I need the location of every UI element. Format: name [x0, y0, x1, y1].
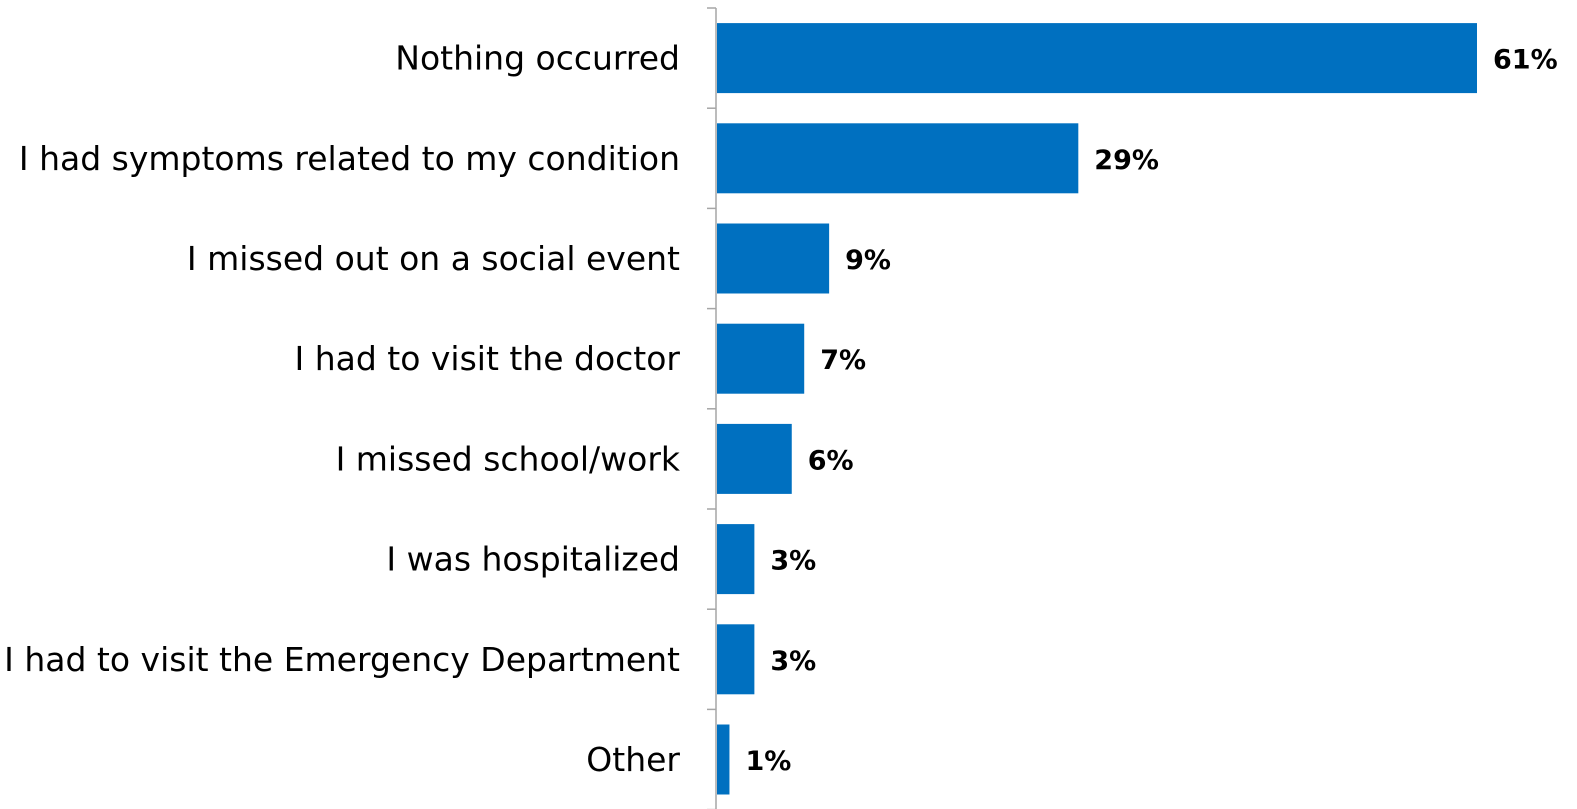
- category-label: I was hospitalized: [386, 540, 680, 579]
- bar: [717, 524, 755, 595]
- value-label: 3%: [770, 546, 816, 577]
- value-label: 6%: [808, 445, 854, 476]
- bar: [717, 23, 1477, 94]
- value-labels: 61% 29% 9% 7% 6% 3% 3% 1%: [745, 45, 1557, 777]
- category-labels: Nothing occurred I had symptoms related t…: [4, 39, 681, 779]
- value-label: 61%: [1493, 45, 1558, 76]
- value-label: 9%: [845, 245, 891, 276]
- category-label: I missed school/work: [336, 439, 681, 478]
- category-label: I had to visit the Emergency Department: [4, 640, 680, 679]
- category-axis: [707, 7, 717, 809]
- category-label: I had to visit the doctor: [294, 339, 680, 378]
- bar: [717, 724, 730, 795]
- bar: [717, 624, 755, 695]
- bar: [717, 123, 1079, 194]
- value-label: 3%: [770, 646, 816, 677]
- value-label: 29%: [1094, 145, 1159, 176]
- bar: [717, 323, 805, 394]
- bars: [717, 23, 1477, 795]
- bar: [717, 223, 830, 294]
- category-label: I missed out on a social event: [187, 239, 680, 278]
- category-label: I had symptoms related to my condition: [19, 139, 680, 178]
- value-label: 7%: [820, 345, 866, 376]
- value-label: 1%: [745, 746, 791, 777]
- category-label: Other: [586, 740, 680, 779]
- category-label: Nothing occurred: [395, 39, 680, 78]
- bar: [717, 423, 792, 494]
